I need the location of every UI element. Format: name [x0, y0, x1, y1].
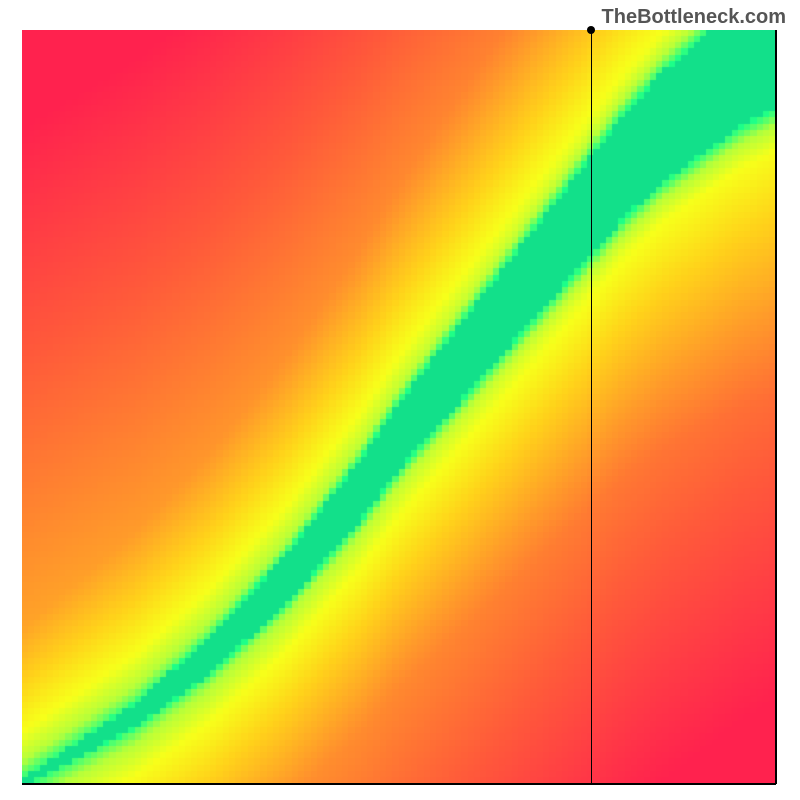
watermark-text: TheBottleneck.com — [602, 6, 786, 29]
vertical-marker-line — [591, 30, 592, 784]
axis-right — [775, 30, 777, 784]
axis-bottom — [22, 783, 776, 785]
heatmap-canvas — [22, 30, 776, 784]
bottleneck-heatmap — [22, 30, 776, 784]
